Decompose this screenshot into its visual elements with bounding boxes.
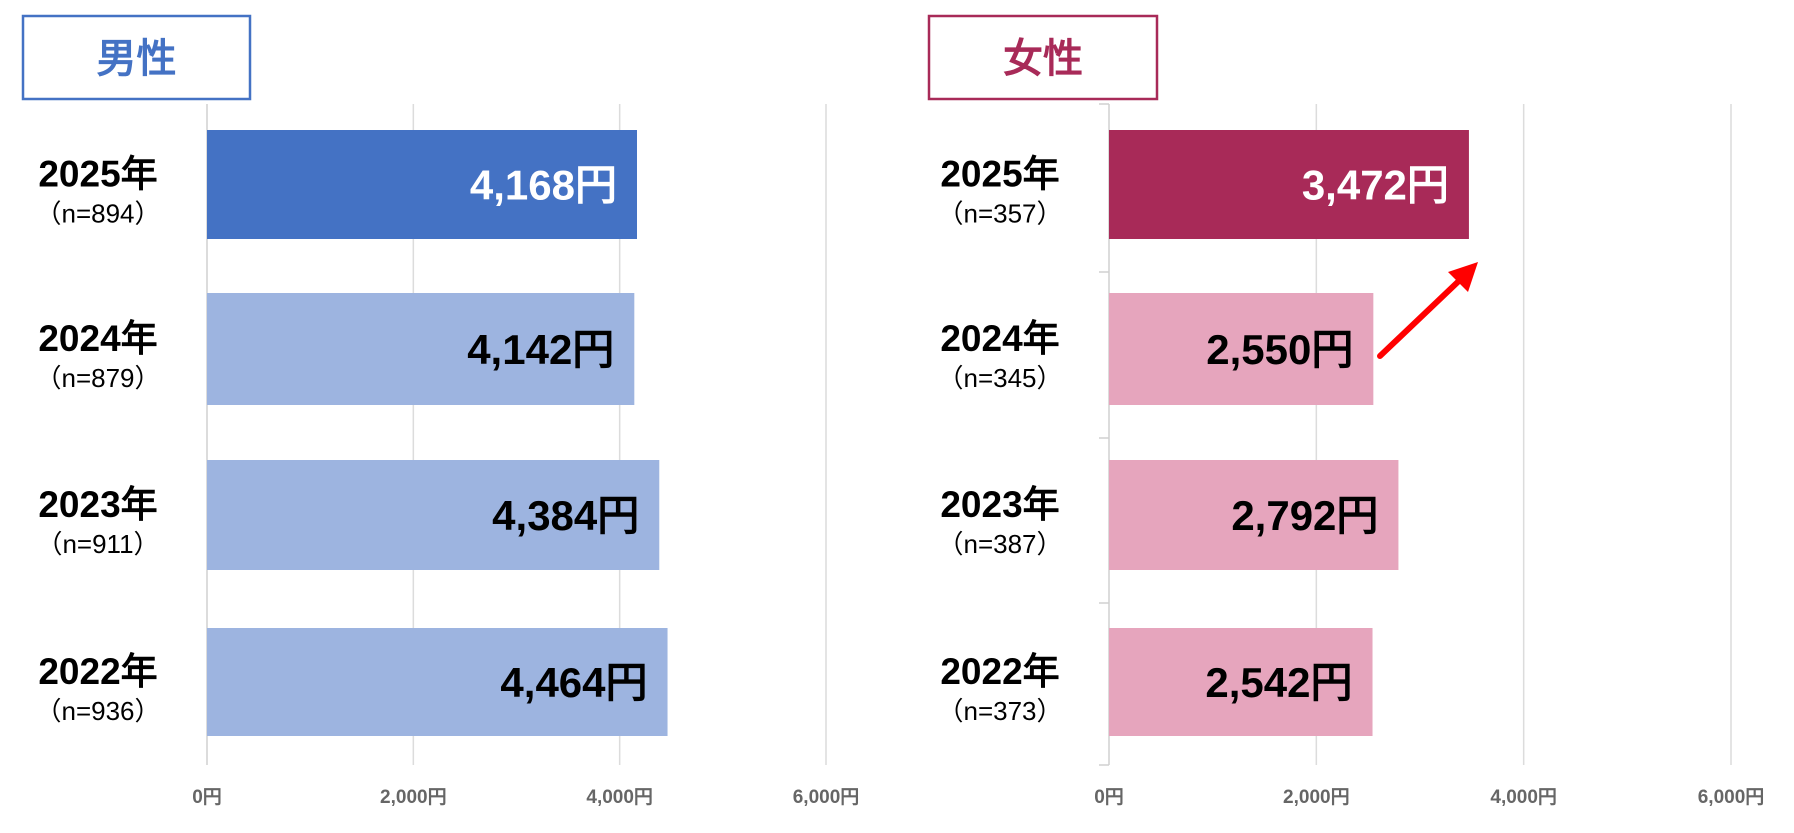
- chart-title: 男性: [97, 37, 177, 81]
- data-label: 2,550円: [1206, 326, 1353, 373]
- arrow-line: [1377, 275, 1465, 359]
- sample-size-label: （n=879）: [35, 363, 160, 393]
- data-label: 3,472円: [1302, 162, 1449, 209]
- x-tick-label: 2,000円: [1283, 787, 1350, 808]
- x-tick-label: 4,000円: [586, 787, 653, 808]
- sample-size-label: （n=387）: [937, 529, 1062, 559]
- x-tick-label: 6,000円: [793, 787, 860, 808]
- data-label: 2,542円: [1205, 659, 1352, 706]
- male-chart: 男性 0円 2,000円 4,000円 6,000円 4,168円 2025年 （n=894）…: [21, 14, 860, 808]
- bar: [207, 628, 668, 736]
- data-label: 4,384円: [492, 492, 639, 539]
- bar: [207, 460, 660, 570]
- data-label: 4,142円: [467, 326, 614, 373]
- x-tick-label: 4,000円: [1490, 787, 1557, 808]
- chart-title: 女性: [1003, 37, 1083, 81]
- sample-size-label: （n=894）: [35, 199, 160, 229]
- category-label: 2022年: [940, 651, 1059, 692]
- category-label: 2025年: [940, 154, 1059, 195]
- x-tick-label: 0円: [192, 787, 222, 808]
- x-tick-label: 2,000円: [380, 787, 447, 808]
- sample-size-label: （n=357）: [937, 199, 1062, 229]
- data-label: 4,168円: [470, 162, 617, 209]
- category-label: 2024年: [38, 318, 157, 359]
- data-label: 2,792円: [1231, 492, 1378, 539]
- sample-size-label: （n=911）: [36, 529, 159, 559]
- data-label: 4,464円: [500, 659, 647, 706]
- category-label: 2025年: [38, 154, 157, 195]
- bar: [1109, 460, 1399, 570]
- bar: [1109, 293, 1374, 405]
- arrow-head-icon: [1448, 262, 1478, 292]
- bar: [1109, 130, 1469, 239]
- x-tick-label: 0円: [1094, 787, 1124, 808]
- category-label: 2024年: [940, 318, 1059, 359]
- sample-size-label: （n=936）: [35, 696, 160, 726]
- female-chart: 女性 0円 2,000円 4,000円 6,000円 3,472円 2025年 （n=357）…: [927, 14, 1765, 808]
- chart-title-box: [927, 14, 1159, 101]
- category-label: 2023年: [38, 484, 157, 525]
- bar: [1109, 628, 1373, 736]
- category-label: 2022年: [38, 651, 157, 692]
- bar: [207, 293, 635, 405]
- sample-size-label: （n=345）: [937, 363, 1062, 393]
- x-tick-label: 6,000円: [1698, 787, 1765, 808]
- category-label: 2023年: [940, 484, 1059, 525]
- chart-title-box: [21, 14, 252, 101]
- sample-size-label: （n=373）: [937, 696, 1062, 726]
- bar: [207, 130, 637, 239]
